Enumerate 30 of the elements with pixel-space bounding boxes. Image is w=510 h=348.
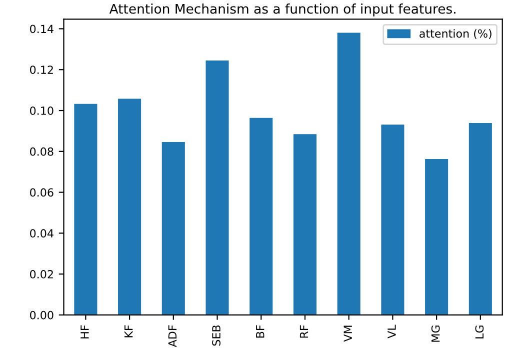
bar: [118, 98, 142, 315]
y-tick-label: 0.06: [30, 188, 54, 197]
x-tick-label: LG: [475, 326, 484, 338]
legend-label: attention (%): [420, 29, 492, 40]
bar: [74, 104, 98, 315]
x-tick-label: BF: [256, 325, 264, 338]
x-tick-label: SEB: [212, 325, 220, 346]
y-tick-label: 0.00: [30, 310, 54, 320]
x-tick-label: HF: [80, 325, 89, 338]
y-tick-label: 0.14: [30, 24, 54, 34]
y-tick-label: 0.12: [30, 66, 53, 74]
y-tick-label: 0.02: [30, 270, 53, 278]
bar: [250, 118, 273, 315]
x-tick-label: MG: [431, 326, 440, 342]
x-tick-label: RF: [300, 325, 308, 338]
bar: [468, 123, 492, 315]
bar: [162, 142, 185, 315]
bar: [206, 60, 229, 315]
bar: [337, 32, 360, 315]
y-tick-label: 0.08: [30, 147, 54, 156]
x-tick-label: VL: [388, 324, 396, 338]
bar: [293, 134, 316, 315]
x-tick-label: KF: [124, 325, 133, 338]
x-tick-label: ADF: [168, 325, 176, 348]
y-tick-label: 0.10: [30, 106, 54, 115]
x-tick-label: VM: [344, 326, 352, 342]
bar: [425, 159, 448, 315]
bar: [381, 124, 404, 315]
y-tick-label: 0.04: [30, 229, 54, 238]
chart-title: Attention Mechanism as a function of input features.: [109, 4, 456, 16]
